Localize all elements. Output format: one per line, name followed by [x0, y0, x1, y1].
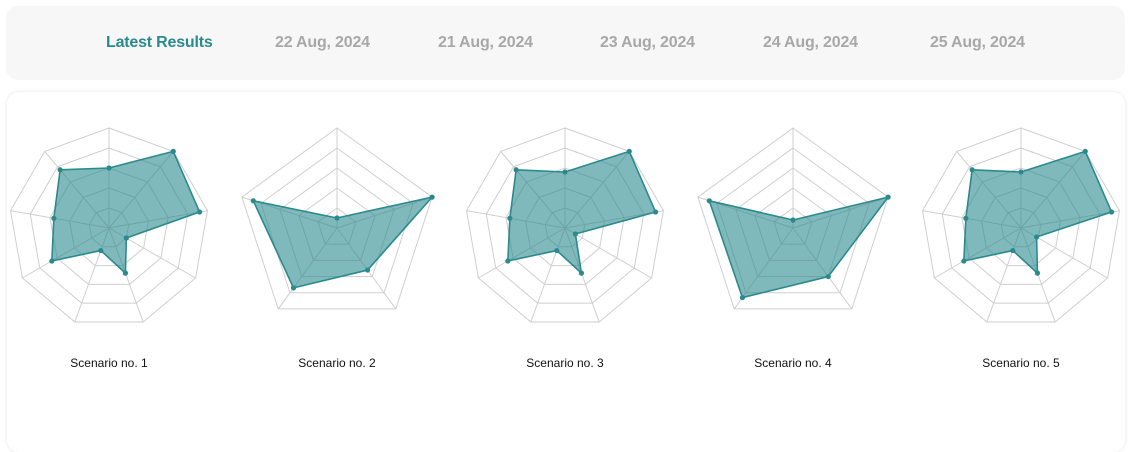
tab-25-aug-2024[interactable]: 25 Aug, 2024 — [930, 34, 1025, 51]
radar-data-point — [790, 217, 796, 223]
radar-data-area — [963, 150, 1113, 274]
radar-data-point — [334, 215, 340, 221]
radar-axis-spoke — [564, 227, 652, 279]
radar-data-point — [1018, 169, 1024, 175]
radar-data-point — [572, 231, 578, 237]
radar-data-point — [197, 209, 203, 215]
results-panel — [7, 92, 1125, 452]
tab-24-aug-2024[interactable]: 24 Aug, 2024 — [763, 34, 858, 51]
radar-data-point — [505, 258, 511, 264]
radar-data-point — [825, 273, 831, 280]
radar-data-point — [562, 169, 568, 175]
radar-data-point — [739, 294, 746, 301]
radar-data-area — [51, 150, 201, 274]
radar-grid-ring — [716, 147, 870, 294]
radar-chart-1 — [9, 127, 209, 323]
radar-data-point — [123, 235, 129, 241]
radar-data-point — [1082, 148, 1088, 154]
tab-22-aug-2024[interactable]: 22 Aug, 2024 — [275, 34, 370, 51]
tab-latest-results[interactable]: Latest Results — [106, 34, 213, 51]
scenario-label-2: Scenario no. 2 — [298, 356, 376, 370]
scenario-card-4: Scenario no. 4 — [679, 124, 907, 374]
radar-data-point — [49, 258, 55, 264]
scenario-label-5: Scenario no. 5 — [982, 356, 1060, 370]
radar-data-point — [961, 258, 967, 264]
radar-data-point — [706, 198, 712, 204]
radar-data-area — [708, 196, 889, 299]
radar-data-point — [885, 194, 891, 200]
radar-data-point — [513, 167, 519, 173]
radar-data-point — [507, 215, 513, 221]
radar-data-point — [122, 270, 129, 276]
radar-data-point — [626, 148, 632, 154]
radar-data-point — [1109, 209, 1115, 215]
radar-data-point — [57, 167, 63, 173]
tab-21-aug-2024[interactable]: 21 Aug, 2024 — [438, 34, 533, 51]
date-tabs-bar: Latest Results 22 Aug, 2024 21 Aug, 2024… — [6, 6, 1125, 80]
scenario-card-5: Scenario no. 5 — [907, 124, 1131, 374]
scenario-card-2: Scenario no. 2 — [223, 124, 451, 374]
radar-chart-5 — [921, 127, 1121, 323]
scenario-label-4: Scenario no. 4 — [754, 356, 832, 370]
radar-data-point — [1033, 234, 1040, 240]
radar-data-point — [364, 267, 371, 273]
scenario-label-3: Scenario no. 3 — [526, 356, 604, 370]
radar-grid-ring — [9, 127, 209, 323]
radar-data-point — [653, 209, 659, 215]
scenario-card-1: Scenario no. 1 — [0, 124, 223, 374]
radar-data-point — [554, 247, 560, 254]
radar-chart-3 — [465, 127, 665, 323]
radar-data-point — [106, 165, 112, 171]
radar-data-area — [507, 150, 657, 274]
radar-data-point — [1010, 247, 1016, 254]
radar-data-point — [51, 215, 57, 221]
radar-grid-ring — [697, 127, 889, 310]
radar-data-point — [578, 270, 585, 276]
radar-data-point — [963, 215, 969, 221]
radar-data-point — [429, 194, 435, 200]
radar-data-point — [290, 285, 297, 291]
radar-data-point — [969, 167, 975, 173]
radar-data-point — [170, 148, 176, 154]
radar-chart-4 — [697, 127, 891, 310]
radar-grid-ring — [465, 127, 665, 323]
radar-data-point — [98, 247, 104, 254]
radar-grid-ring — [921, 127, 1121, 323]
radar-chart-2 — [241, 127, 435, 310]
radar-data-area — [252, 196, 433, 289]
tab-23-aug-2024[interactable]: 23 Aug, 2024 — [600, 34, 695, 51]
scenario-label-1: Scenario no. 1 — [70, 356, 148, 370]
radar-data-point — [250, 198, 256, 204]
radar-data-point — [1034, 270, 1041, 276]
scenario-card-3: Scenario no. 3 — [451, 124, 679, 374]
radar-grid-ring — [260, 147, 414, 294]
radar-grid-ring — [241, 127, 433, 310]
